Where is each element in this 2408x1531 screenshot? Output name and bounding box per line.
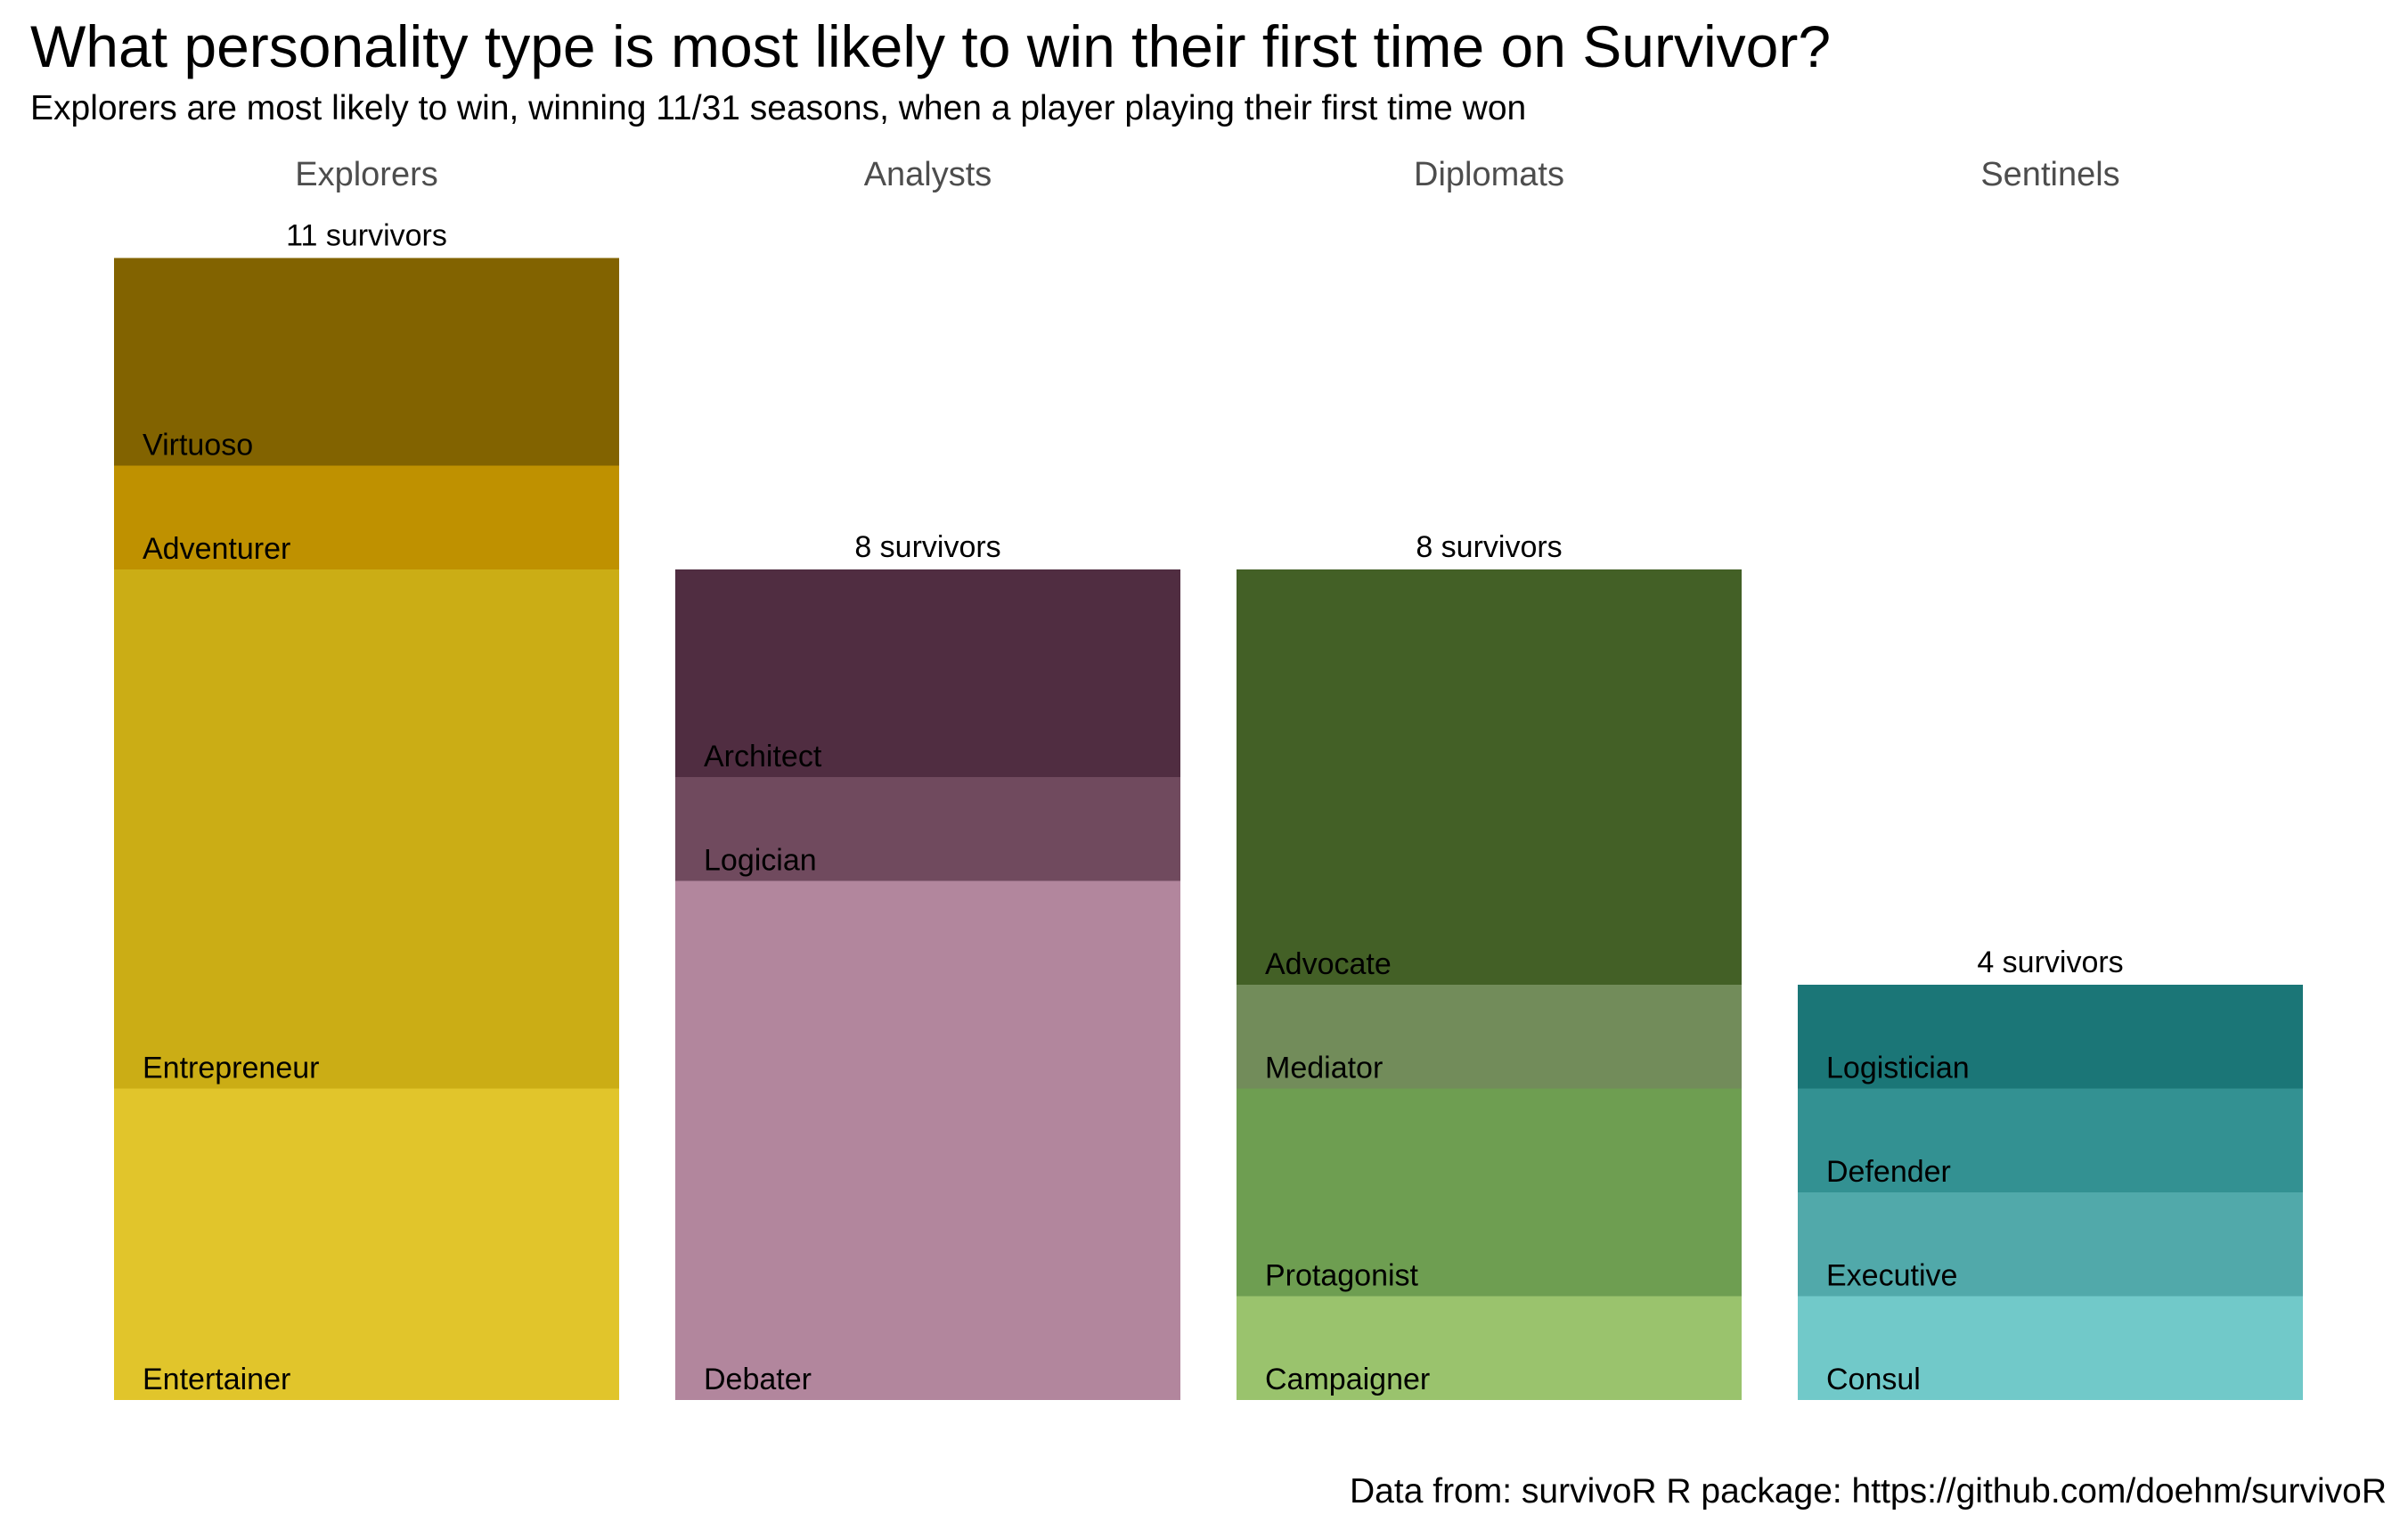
bar-segment-architect — [675, 569, 1180, 777]
total-label-explorers: 11 survivors — [286, 219, 447, 253]
segment-label-advocate: Advocate — [1265, 947, 1392, 981]
bar-segment-advocate — [1237, 569, 1742, 985]
segment-label-logistician: Logistician — [1826, 1052, 1970, 1085]
total-label-analysts: 8 survivors — [854, 530, 1000, 564]
segment-label-campaigner: Campaigner — [1265, 1363, 1430, 1396]
segment-label-executive: Executive — [1826, 1259, 1957, 1293]
segment-label-logician: Logician — [704, 844, 817, 878]
facet-label-analysts: Analysts — [864, 156, 992, 193]
bar-segment-consul — [1798, 1296, 2303, 1400]
bar-segment-executive — [1798, 1192, 2303, 1297]
segment-label-debater: Debater — [704, 1363, 812, 1396]
facet-label-explorers: Explorers — [295, 156, 438, 193]
bar-segment-protagonist — [1237, 1088, 1742, 1297]
bar-segment-adventurer — [114, 465, 619, 569]
segment-label-defender: Defender — [1826, 1155, 1951, 1189]
bar-segment-debater — [675, 880, 1180, 1400]
chart-caption: Data from: survivoR R package: https://g… — [1350, 1472, 2387, 1511]
segment-label-consul: Consul — [1826, 1363, 1921, 1396]
bar-segment-entertainer — [114, 1088, 619, 1400]
segment-label-entertainer: Entertainer — [143, 1363, 290, 1396]
chart-title: What personality type is most likely to … — [30, 13, 1832, 79]
segment-label-virtuoso: Virtuoso — [143, 429, 253, 463]
total-label-sentinels: 4 survivors — [1977, 946, 2123, 979]
bar-segment-campaigner — [1237, 1296, 1742, 1400]
bar-segment-mediator — [1237, 985, 1742, 1089]
segment-label-entrepreneur: Entrepreneur — [143, 1052, 319, 1085]
bar-segment-entrepreneur — [114, 569, 619, 1089]
chart-subtitle: Explorers are most likely to win, winnin… — [30, 89, 1527, 127]
bar-segment-virtuoso — [114, 258, 619, 466]
bar-segment-defender — [1798, 1088, 2303, 1192]
segment-label-protagonist: Protagonist — [1265, 1259, 1419, 1293]
total-label-diplomats: 8 survivors — [1416, 530, 1562, 564]
bar-segment-logician — [675, 777, 1180, 881]
segment-label-mediator: Mediator — [1265, 1052, 1383, 1085]
facet-label-diplomats: Diplomats — [1414, 156, 1564, 193]
segment-label-adventurer: Adventurer — [143, 532, 290, 566]
bar-segment-logistician — [1798, 985, 2303, 1089]
facet-label-sentinels: Sentinels — [1980, 156, 2119, 193]
segment-label-architect: Architect — [704, 740, 822, 774]
